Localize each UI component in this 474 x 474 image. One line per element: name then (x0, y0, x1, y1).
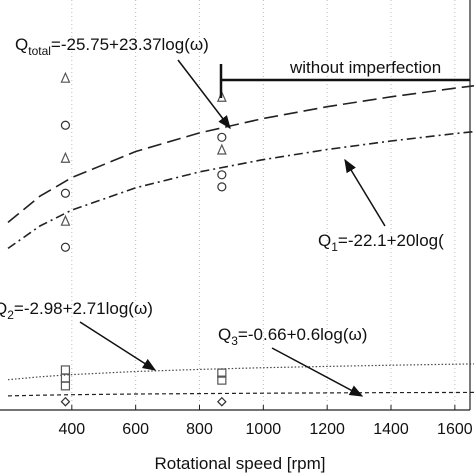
x-tick-label: 1600 (437, 421, 473, 438)
annotation-part: =-22.1+20log( (338, 231, 444, 250)
x-tick-label: 400 (58, 421, 85, 438)
marker (217, 368, 227, 378)
marker (60, 151, 71, 163)
annotation-part: Q (218, 325, 231, 344)
x-tick-label: 1000 (246, 421, 282, 438)
marker (60, 214, 71, 226)
marker (217, 375, 227, 385)
marker (60, 381, 71, 391)
annotation-part: Q (0, 299, 7, 318)
annotation: Q1=-22.1+20log( (318, 231, 444, 254)
grid (71, 0, 456, 410)
line (7, 391, 474, 397)
annotation: without imperfection (289, 58, 441, 77)
x-tick-label: 1400 (373, 421, 409, 438)
marker (60, 396, 71, 407)
marker (60, 71, 71, 83)
line (7, 85, 474, 224)
annotation-part: Q (318, 231, 331, 250)
x-axis-label: Rotational speed [rpm] (154, 454, 325, 473)
marker (60, 242, 71, 252)
annotation-part: Q (15, 35, 28, 54)
annotation-part: 2 (7, 308, 14, 322)
marker (216, 143, 227, 155)
arrow (177, 59, 231, 130)
arrow (344, 158, 386, 227)
marker (217, 182, 227, 192)
annotation-part: without imperfection (289, 58, 441, 77)
x-tick-label: 1200 (309, 421, 345, 438)
annotation: Qtotal=-25.75+23.37log(ω) (15, 35, 209, 58)
marker (217, 132, 227, 142)
annotation: Q2=-2.98+2.71log(ω) (0, 299, 153, 322)
annotation-part: =-0.66+0.6log(ω) (238, 325, 368, 344)
marker (60, 120, 71, 130)
marker (216, 396, 227, 407)
arrow (271, 347, 364, 397)
annotation-part: total (28, 44, 51, 58)
x-tick-label: 800 (186, 421, 213, 438)
marker (217, 170, 227, 180)
annotation-part: =-25.75+23.37log(ω) (51, 35, 209, 54)
marker (60, 188, 71, 198)
annotation-part: 3 (231, 334, 238, 348)
x-tick-label: 600 (122, 421, 149, 438)
arrow (79, 321, 157, 371)
plot (7, 71, 474, 407)
annotation: Q3=-0.66+0.6log(ω) (218, 325, 367, 348)
annotation-part: 1 (331, 240, 338, 254)
annotation-part: =-2.98+2.71log(ω) (14, 299, 153, 318)
annotations: Qtotal=-25.75+23.37log(ω)Q1=-22.1+20log(… (0, 35, 444, 348)
